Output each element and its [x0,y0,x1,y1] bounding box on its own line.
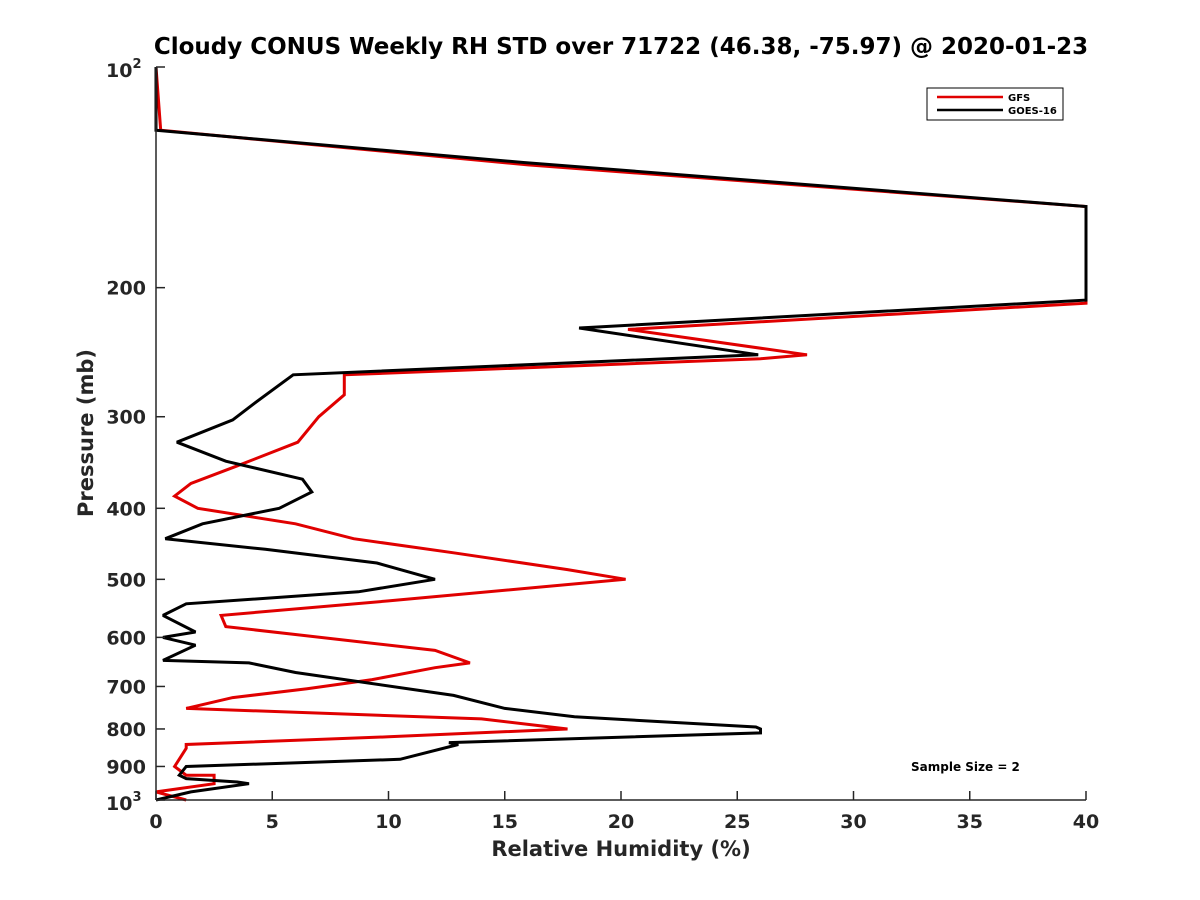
x-tick-label: 5 [266,811,279,833]
y-tick-label: 200 [106,278,146,300]
x-tick-label: 20 [608,811,634,833]
x-axis-title: Relative Humidity (%) [491,837,750,861]
legend-label-gfs: GFS [1008,93,1030,104]
x-tick-label: 25 [724,811,750,833]
y-axis-title: Pressure (mb) [74,349,98,517]
series-layer [154,66,1088,802]
series-line-gfs [154,66,1088,802]
y-tick-label: 400 [106,498,146,520]
y-tick-label-1000: 103 [106,790,142,815]
y-tick-label: 900 [106,756,146,778]
y-tick-label-100: 102 [106,57,142,82]
y-tick-label: 800 [106,719,146,741]
series-line-goes16 [154,67,1088,802]
plot-area [156,67,1086,800]
x-ticks: 0 5 10 15 20 25 30 35 40 [149,791,1099,833]
chart-title: Cloudy CONUS Weekly RH STD over 71722 (4… [154,34,1088,60]
y-tick-label: 600 [106,627,146,649]
y-tick-label: 300 [106,407,146,429]
sample-size-annotation: Sample Size = 2 [911,760,1020,774]
x-tick-label: 40 [1073,811,1099,833]
legend: GFS GOES-16 [926,87,1064,121]
x-tick-label: 10 [375,811,401,833]
y-tick-label: 500 [106,569,146,591]
x-tick-label: 0 [149,811,162,833]
x-tick-label: 35 [957,811,983,833]
legend-label-goes16: GOES-16 [1008,106,1057,117]
legend-box [926,87,1064,121]
y-tick-label: 700 [106,676,146,698]
y-ticks: 200 300 400 500 600 700 800 900 [106,66,165,801]
x-tick-label: 30 [840,811,866,833]
x-tick-label: 15 [492,811,518,833]
